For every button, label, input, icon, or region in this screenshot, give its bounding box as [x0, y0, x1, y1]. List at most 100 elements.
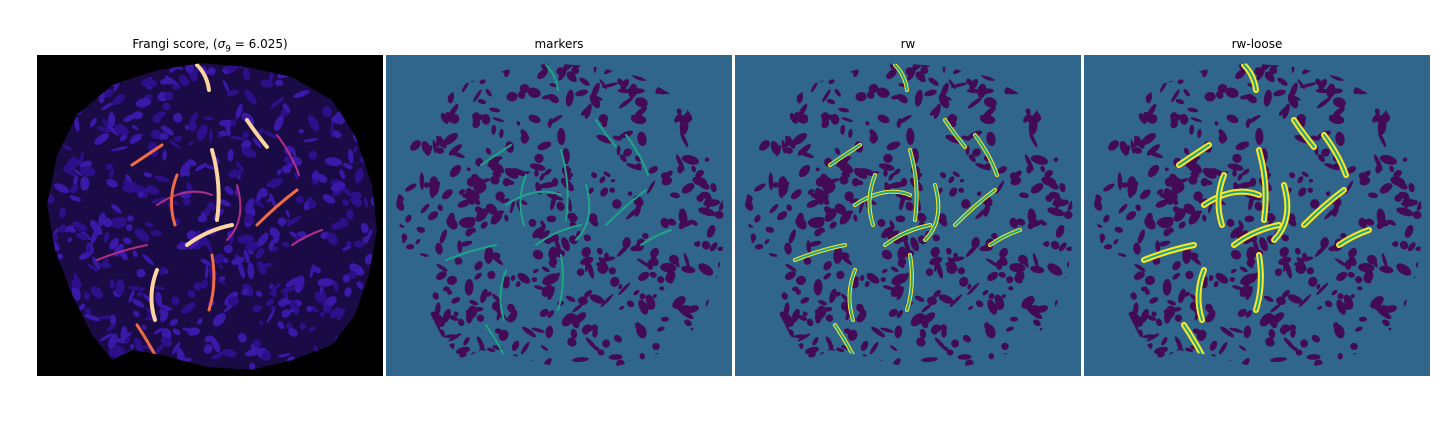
tissue-blob — [1009, 217, 1019, 229]
tissue-blob — [683, 253, 690, 269]
tissue-blob — [532, 249, 544, 260]
tissue-blob — [496, 309, 502, 321]
tissue-blob — [957, 354, 972, 360]
tissue-blob — [182, 327, 196, 333]
tissue-blob — [491, 301, 501, 311]
tissue-blob — [131, 298, 145, 308]
tissue-blob — [495, 191, 505, 202]
tissue-blob — [352, 198, 363, 207]
tissue-blob — [144, 222, 154, 228]
tissue-blob — [841, 172, 851, 178]
tissue-blob — [795, 289, 802, 295]
tissue-blob — [619, 305, 625, 310]
tissue-blob — [934, 337, 947, 350]
tissue-blob — [486, 156, 503, 163]
tissue-blob — [1190, 117, 1203, 123]
tissue-blob — [1161, 336, 1168, 346]
tissue-blob — [164, 91, 174, 101]
tissue-blob — [449, 164, 462, 178]
tissue-blob — [227, 149, 234, 162]
tissue-blob — [1306, 267, 1315, 275]
tissue-blob — [1048, 191, 1060, 199]
tissue-blob — [848, 128, 853, 139]
tissue-blob — [754, 183, 766, 192]
tissue-blob — [1238, 345, 1247, 352]
tissue-blob — [709, 242, 718, 252]
tissue-blob — [951, 339, 960, 348]
tissue-blob — [1047, 263, 1063, 276]
tissue-blob — [824, 178, 840, 185]
tissue-blob — [193, 240, 205, 250]
tissue-blob — [620, 78, 630, 91]
tissue-blob — [759, 140, 770, 151]
tissue-blob — [1396, 207, 1414, 217]
tissue-blob — [282, 103, 291, 114]
tissue-blob — [996, 180, 1005, 194]
tissue-blob — [1271, 312, 1285, 324]
vessel-stroke — [226, 184, 242, 241]
tissue-blob — [162, 102, 171, 111]
tissue-blob — [209, 129, 213, 143]
tissue-blob — [1053, 157, 1059, 162]
tissue-blob — [243, 249, 250, 264]
tissue-blob — [547, 286, 555, 300]
tissue-blob — [1139, 189, 1151, 200]
tissue-blob — [226, 89, 239, 97]
tissue-blob — [1171, 89, 1180, 103]
tissue-blob — [73, 175, 79, 185]
tissue-blob — [601, 82, 619, 88]
tissue-blob — [1044, 170, 1053, 178]
vessel-stroke — [245, 118, 269, 149]
tissue-blob — [339, 168, 346, 180]
tissue-blob — [1295, 349, 1303, 356]
tissue-blob — [360, 222, 369, 234]
tissue-blob — [153, 327, 164, 335]
tissue-blob — [339, 117, 346, 124]
tissue-blob — [1276, 296, 1286, 306]
tissue-blob — [465, 228, 474, 237]
tissue-blob — [834, 89, 841, 97]
tissue-blob — [1245, 114, 1261, 125]
tissue-blob — [824, 199, 830, 206]
tissue-blob — [610, 179, 616, 183]
tissue-blob — [1310, 135, 1320, 141]
tissue-blob — [202, 242, 207, 246]
tissue-blob — [193, 282, 202, 291]
tissue-blob — [1348, 256, 1357, 266]
tissue-blob — [667, 218, 677, 226]
tissue-blob — [785, 135, 796, 149]
segment-core — [1143, 244, 1195, 261]
tissue-blob — [114, 124, 129, 136]
tissue-blob — [784, 242, 792, 255]
tissue-blob — [405, 214, 412, 223]
tissue-blob — [880, 327, 894, 333]
tissue-blob — [589, 213, 598, 222]
tissue-blob — [876, 87, 890, 98]
tissue-blob — [109, 237, 119, 250]
tissue-blob — [1047, 207, 1065, 217]
tissue-blob — [1006, 276, 1014, 284]
tissue-blob — [916, 338, 923, 344]
tissue-blob — [235, 161, 245, 173]
tissue-blob — [59, 207, 66, 219]
tissue-blob — [1108, 140, 1119, 151]
tissue-blob — [914, 89, 923, 107]
tissue-blob — [349, 263, 365, 276]
tissue-blob — [1144, 275, 1156, 286]
tissue-blob — [1341, 303, 1353, 310]
tissue-blob — [798, 315, 808, 321]
tissue-blob — [866, 272, 880, 284]
tissue-blob — [695, 170, 704, 178]
tissue-blob — [775, 144, 782, 157]
tissue-blob — [833, 246, 843, 264]
tissue-blob — [245, 348, 262, 357]
tissue-blob — [888, 308, 898, 317]
tissue-blob — [143, 94, 153, 100]
tissue-blob — [510, 275, 516, 282]
tissue-blob — [532, 268, 539, 274]
tissue-blob — [252, 137, 262, 149]
segment-core — [1217, 174, 1225, 226]
tissue-blob — [295, 195, 304, 204]
tissue-blob — [203, 164, 217, 170]
tissue-blob — [426, 144, 433, 157]
